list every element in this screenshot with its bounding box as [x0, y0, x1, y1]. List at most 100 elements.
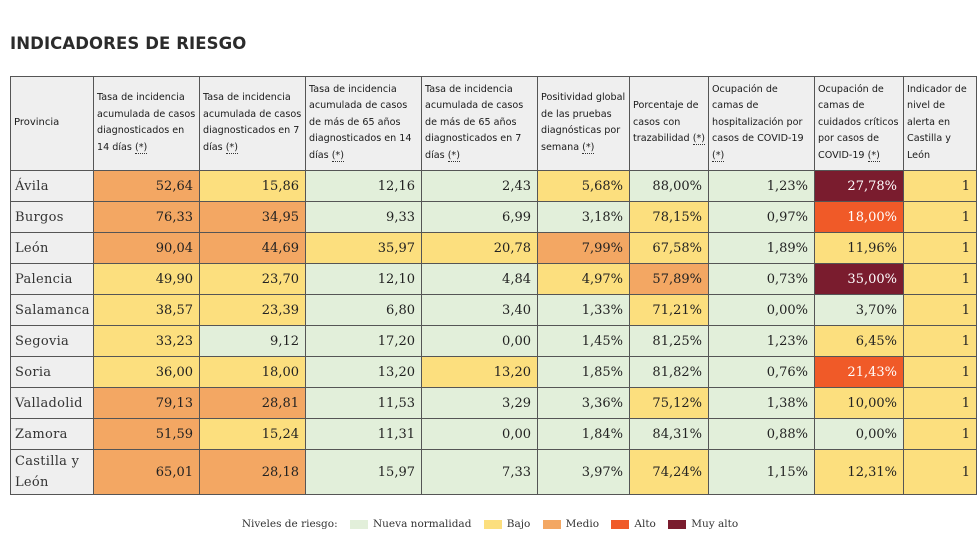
table-cell: 1 [903, 356, 977, 388]
table-cell: 1,89% [708, 232, 815, 264]
table-cell: 1 [903, 325, 977, 357]
province-name: Salamanca [10, 294, 94, 326]
table-cell: 6,80 [305, 294, 422, 326]
table-cell: 3,40 [421, 294, 538, 326]
footnote-link[interactable]: (*) [712, 149, 725, 162]
table-cell: 12,31% [814, 449, 904, 495]
province-name: Segovia [10, 325, 94, 357]
table-cell: 1 [903, 449, 977, 495]
table-cell: 35,00% [814, 263, 904, 295]
table-cell: 57,89% [629, 263, 709, 295]
table-cell: 0,88% [708, 418, 815, 450]
table-cell: 15,86 [199, 170, 306, 202]
footnote-link[interactable]: (*) [692, 133, 705, 146]
header-incidence-14d: Tasa de incidencia acumulada de casos di… [93, 76, 200, 171]
legend-swatch-nueva-normalidad [349, 519, 368, 529]
table-cell: 35,97 [305, 232, 422, 264]
risk-indicators-table: Provincia Tasa de incidencia acumulada d… [10, 76, 977, 495]
table-cell: 11,53 [305, 387, 422, 419]
table-cell: 1,85% [537, 356, 630, 388]
table-cell: 17,20 [305, 325, 422, 357]
table-cell: 3,36% [537, 387, 630, 419]
table-cell: 75,12% [629, 387, 709, 419]
table-cell: 27,78% [814, 170, 904, 202]
legend-item-muy-alto: Muy alto [691, 518, 739, 530]
header-incidence-65-14d: Tasa de incidencia acumulada de casos de… [305, 76, 422, 171]
table-cell: 84,31% [629, 418, 709, 450]
table-cell: 13,20 [421, 356, 538, 388]
footnote-link[interactable]: (*) [867, 149, 880, 162]
table-row: Valladolid 79,13 28,81 11,53 3,29 3,36% 75,12%… [10, 387, 977, 419]
table-row: León 90,04 44,69 35,97 20,78 7,99% 67,58% 1,89%… [10, 232, 977, 264]
footnote-link[interactable]: (*) [447, 149, 460, 162]
legend-swatch-muy-alto [668, 519, 687, 529]
header-ocupacion-criticos: Ocupación de camas de cuidados críticos … [814, 76, 904, 171]
table-cell: 4,84 [421, 263, 538, 295]
table-cell: 0,76% [708, 356, 815, 388]
table-row: Salamanca 38,57 23,39 6,80 3,40 1,33% 71,21% 0,… [10, 294, 977, 326]
table-cell: 18,00% [814, 201, 904, 233]
table-cell: 49,90 [93, 263, 200, 295]
table-cell: 18,00 [199, 356, 306, 388]
table-cell: 1,23% [708, 325, 815, 357]
table-cell: 90,04 [93, 232, 200, 264]
legend-swatch-medio [542, 519, 561, 529]
table-cell: 3,29 [421, 387, 538, 419]
province-name: Valladolid [10, 387, 94, 419]
table-row: Zamora 51,59 15,24 11,31 0,00 1,84% 84,31% 0,88… [10, 418, 977, 450]
table-cell: 81,82% [629, 356, 709, 388]
legend-swatch-alto [611, 519, 630, 529]
table-cell: 0,97% [708, 201, 815, 233]
footnote-link[interactable]: (*) [582, 141, 595, 154]
table-cell: 28,81 [199, 387, 306, 419]
table-cell: 7,33 [421, 449, 538, 495]
header-incidence-65-7d: Tasa de incidencia acumulada de casos de… [421, 76, 538, 171]
table-cell: 67,58% [629, 232, 709, 264]
table-cell: 20,78 [421, 232, 538, 264]
table-cell: 23,39 [199, 294, 306, 326]
legend-item-medio: Medio [565, 518, 600, 530]
table-cell: 88,00% [629, 170, 709, 202]
table-cell: 52,64 [93, 170, 200, 202]
risk-legend: Niveles de riesgo: Nueva normalidad Bajo… [0, 518, 980, 530]
table-cell: 1 [903, 263, 977, 295]
table-cell: 0,00% [814, 418, 904, 450]
footnote-link[interactable]: (*) [331, 149, 344, 162]
table-cell: 36,00 [93, 356, 200, 388]
table-cell: 12,16 [305, 170, 422, 202]
table-cell: 1 [903, 201, 977, 233]
table-cell: 44,69 [199, 232, 306, 264]
table-cell: 23,70 [199, 263, 306, 295]
table-cell: 71,21% [629, 294, 709, 326]
table-cell: 76,33 [93, 201, 200, 233]
header-trazabilidad: Porcentaje de casos con trazabilidad (*) [629, 76, 709, 171]
province-name: León [10, 232, 94, 264]
table-cell: 1,84% [537, 418, 630, 450]
table-cell: 1 [903, 387, 977, 419]
table-cell: 28,18 [199, 449, 306, 495]
legend-item-alto: Alto [634, 518, 656, 530]
table-cell: 1 [903, 418, 977, 450]
table-cell: 10,00% [814, 387, 904, 419]
table-cell: 4,97% [537, 263, 630, 295]
table-cell: 13,20 [305, 356, 422, 388]
table-cell: 15,24 [199, 418, 306, 450]
table-cell: 3,70% [814, 294, 904, 326]
table-cell: 7,99% [537, 232, 630, 264]
footnote-link[interactable]: (*) [225, 141, 238, 154]
table-cell: 12,10 [305, 263, 422, 295]
table-cell: 1,15% [708, 449, 815, 495]
table-row: Ávila 52,64 15,86 12,16 2,43 5,68% 88,00% 1,23%… [10, 170, 977, 202]
table-cell: 21,43% [814, 356, 904, 388]
legend-item-bajo: Bajo [506, 518, 531, 530]
footnote-link[interactable]: (*) [134, 141, 148, 154]
table-cell: 11,31 [305, 418, 422, 450]
table-cell: 1,33% [537, 294, 630, 326]
table-cell: 1,23% [708, 170, 815, 202]
table-cell: 38,57 [93, 294, 200, 326]
table-cell: 1,45% [537, 325, 630, 357]
table-cell: 1,38% [708, 387, 815, 419]
table-cell: 74,24% [629, 449, 709, 495]
table-cell: 5,68% [537, 170, 630, 202]
table-cell: 51,59 [93, 418, 200, 450]
